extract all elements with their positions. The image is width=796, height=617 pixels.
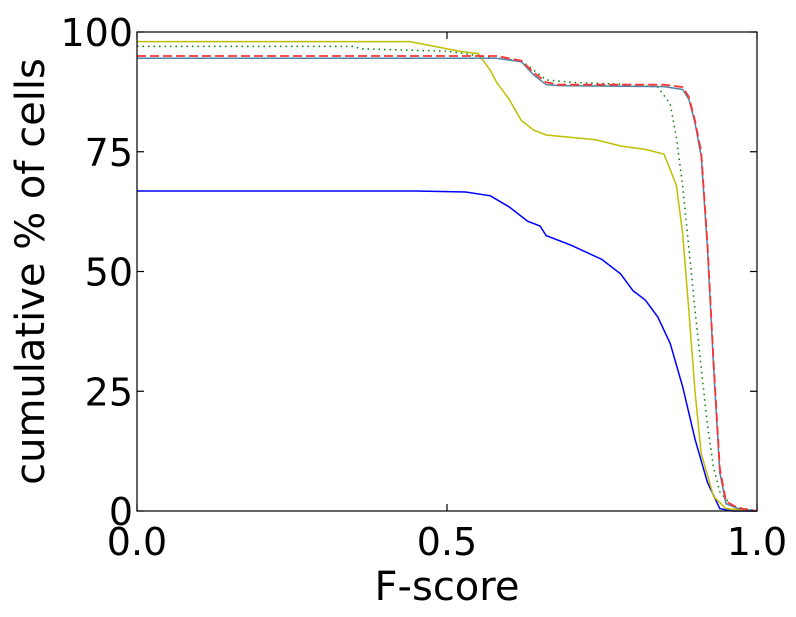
series-line-3 [137, 45, 758, 512]
y-tick-label: 75 [85, 131, 133, 175]
x-tick-label: 0.5 [417, 520, 477, 564]
y-axis-label: cumulative % of cells [8, 58, 54, 485]
x-axis-label: F-score [375, 564, 520, 610]
y-tick-label: 100 [60, 11, 133, 55]
series-line-5 [137, 55, 758, 512]
y-tick-label: 25 [85, 370, 133, 414]
series-line-2 [137, 40, 758, 512]
tick-layer: 0.0 0.5 1.0 0 25 50 75 100 [60, 11, 787, 564]
plot-frame [136, 31, 758, 512]
series-layer [137, 40, 758, 512]
y-tick-label: 50 [85, 251, 133, 295]
series-line-1 [137, 190, 757, 512]
series-line-4 [137, 57, 758, 512]
x-tick-label: 1.0 [727, 520, 787, 564]
x-tick-label: 0.0 [107, 520, 167, 564]
y-tick-label: 0 [109, 490, 133, 534]
